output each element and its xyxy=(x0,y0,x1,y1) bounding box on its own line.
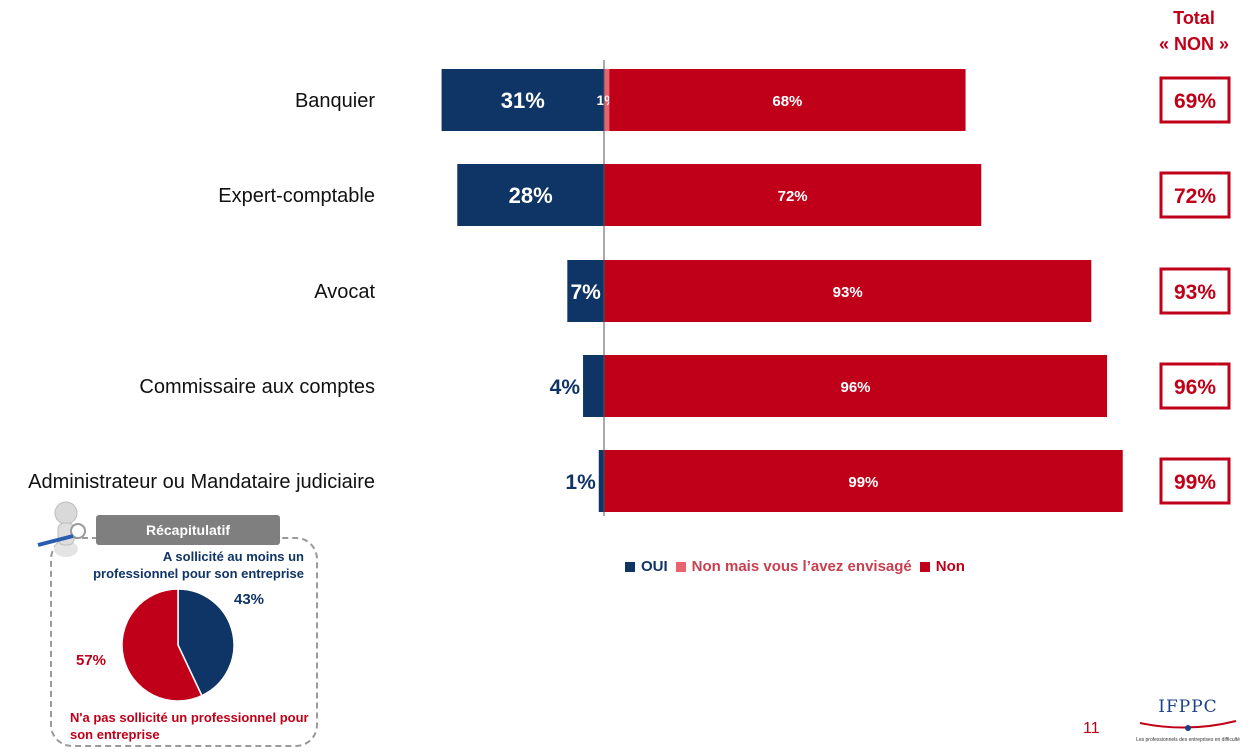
total-header-subtitle: « NON » xyxy=(1158,34,1230,54)
total-non-value: 93% xyxy=(1174,281,1216,304)
total-non-value: 69% xyxy=(1174,90,1216,113)
total-non-value: 99% xyxy=(1174,471,1216,494)
bar-oui xyxy=(567,260,604,322)
recap-sollicite-line1: A sollicité au moins un xyxy=(162,549,304,564)
total-non-box xyxy=(1159,362,1231,410)
bar-oui xyxy=(583,355,604,417)
total-non-value: 72% xyxy=(1174,185,1216,208)
bar-non xyxy=(604,260,1092,322)
legend-item-envisage: Non mais vous l’avez envisagé xyxy=(675,558,912,575)
bar-label-non: 96% xyxy=(841,379,871,396)
legend-label-oui: OUI xyxy=(641,558,668,575)
total-header-title: Total xyxy=(1173,8,1215,28)
pie-label-non: 57% xyxy=(76,652,107,669)
total-non-box xyxy=(1159,171,1231,219)
page-number: 11 xyxy=(1083,720,1100,737)
pie-slice-sollicite xyxy=(177,588,235,697)
bar-label-non: 68% xyxy=(772,93,802,110)
recap-non-sollicite-line1: N'a pas sollicité un professionnel pour xyxy=(70,710,309,725)
ifppc-logo: IFPPC Les professionnels des entreprises… xyxy=(1132,697,1244,747)
legend-item-non: Non xyxy=(919,558,965,575)
bar-label-non: 99% xyxy=(848,474,878,491)
legend-label-envisage: Non mais vous l’avez envisagé xyxy=(691,558,912,575)
bar-non xyxy=(604,164,982,226)
bar-label-non: 93% xyxy=(833,284,863,301)
total-non-box xyxy=(1159,76,1231,124)
bar-label-oui: 4% xyxy=(550,376,581,399)
bar-non xyxy=(604,450,1123,512)
legend-label-non: Non xyxy=(935,558,965,575)
pie-slice-non-sollicite xyxy=(121,588,203,702)
bar-non xyxy=(604,355,1108,417)
bar-label-oui: 7% xyxy=(570,281,601,304)
legend-swatch-oui xyxy=(625,561,635,572)
recap-sollicite-text: A sollicité au moins un professionnel po… xyxy=(60,548,304,582)
legend-swatch-envisage xyxy=(675,561,686,572)
pie-label-oui: 43% xyxy=(234,591,265,608)
bar-non xyxy=(609,69,966,131)
category-label: Administrateur ou Mandataire judiciaire xyxy=(28,471,375,493)
recap-non-sollicite-line2: son entreprise xyxy=(70,727,160,742)
logo-text: IFPPC xyxy=(1158,697,1218,717)
category-label: Commissaire aux comptes xyxy=(139,376,375,398)
category-label: Expert-comptable xyxy=(218,185,375,207)
logo-tagline: Les professionnels des entreprises en di… xyxy=(1136,737,1240,743)
bar-label-oui: 31% xyxy=(501,88,545,113)
bar-oui xyxy=(441,69,604,131)
bar-oui xyxy=(457,164,604,226)
recap-non-sollicite-text: N'a pas sollicité un professionnel pour … xyxy=(70,709,314,743)
bar-label-oui: 28% xyxy=(509,183,553,208)
bar-oui xyxy=(598,450,604,512)
chart-legend: OUI Non mais vous l’avez envisagé Non xyxy=(625,558,965,575)
recap-title: Récapitulatif xyxy=(96,515,280,545)
total-non-value: 96% xyxy=(1174,376,1216,399)
recap-pie-chart xyxy=(121,588,235,702)
legend-swatch-non xyxy=(919,561,930,572)
magnifier-person-icon xyxy=(37,501,86,557)
bar-label-non: 72% xyxy=(778,188,808,205)
legend-item-oui: OUI xyxy=(625,558,668,575)
bar-envisage xyxy=(604,69,610,131)
total-non-box xyxy=(1159,457,1231,505)
category-label: Banquier xyxy=(295,90,375,112)
category-label: Avocat xyxy=(314,281,375,303)
logo-swoosh-icon xyxy=(1139,720,1237,731)
total-non-box xyxy=(1159,267,1231,315)
bar-label-oui: 1% xyxy=(565,471,596,494)
recap-sollicite-line2: professionnel pour son entreprise xyxy=(93,566,304,581)
